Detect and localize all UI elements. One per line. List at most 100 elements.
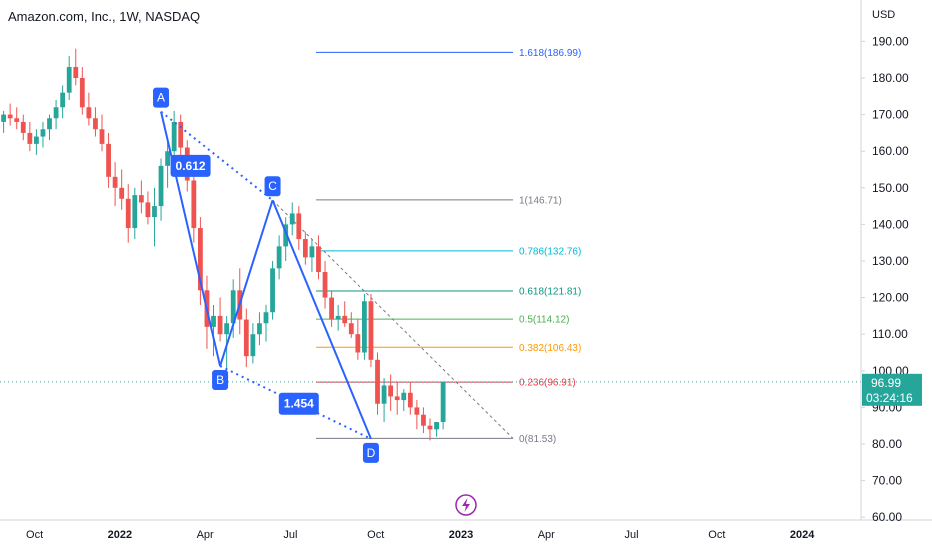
pattern-leg	[160, 111, 222, 367]
candle-body	[60, 92, 66, 108]
pattern-ratio-label: 0.612	[176, 159, 206, 173]
fib-level-label: 0.618(121.81)	[519, 286, 581, 297]
candle-body	[7, 114, 13, 119]
candle-body	[394, 396, 400, 401]
y-tick-label: 60.00	[872, 510, 902, 524]
fib-level-label: 0.786(132.76)	[519, 246, 581, 257]
time-axis[interactable]: Oct 2022 Apr Jul Oct 2023 Apr Jul Oct 2024	[26, 529, 815, 541]
pattern-point-d	[362, 442, 379, 463]
candle-body	[14, 118, 20, 122]
fib-level-label: 0(81.53)	[519, 434, 556, 445]
candle-body	[407, 392, 413, 408]
y-tick-label: 190.00	[872, 34, 909, 48]
y-tick-label: 140.00	[872, 217, 909, 231]
fib-level-label: 1.618(186.99)	[519, 48, 581, 59]
fib-level-label: 0.5(114.12)	[519, 315, 569, 326]
y-tick-label: 80.00	[872, 437, 902, 451]
candle-body	[263, 312, 269, 324]
candle-body	[217, 315, 223, 335]
candle-body	[224, 323, 230, 335]
pattern-point-label: A	[157, 91, 165, 105]
candle-body	[329, 297, 334, 320]
pattern-point-label: D	[367, 446, 376, 460]
candle-body	[119, 187, 125, 199]
x-tick-label: Oct	[367, 529, 384, 541]
x-tick-label: Oct	[708, 529, 725, 541]
y-tick-label: 70.00	[872, 474, 902, 488]
y-tick-label: 150.00	[872, 181, 909, 195]
y-tick-label: 120.00	[872, 291, 909, 305]
fib-level-label: 0.236(96.91)	[519, 378, 576, 389]
candle-body	[368, 301, 374, 360]
candle-body	[99, 129, 105, 144]
candle-body	[125, 198, 131, 229]
candle-body	[381, 385, 387, 404]
candle-body	[440, 381, 446, 423]
y-tick-label: 110.00	[872, 327, 908, 341]
candle-body	[283, 224, 289, 247]
candle-body	[421, 414, 426, 426]
candle-body	[53, 107, 59, 119]
candle-body	[132, 195, 138, 229]
x-tick-label: Jul	[283, 529, 297, 541]
y-tick-label: 130.00	[872, 254, 909, 268]
candle-body	[27, 132, 33, 144]
candle-body	[362, 301, 367, 353]
candle-body	[40, 129, 46, 137]
fib-trend-line	[272, 199, 514, 439]
candle-body	[112, 176, 118, 188]
candle-body	[414, 407, 420, 415]
candle-body	[47, 118, 52, 130]
x-tick-label: 2024	[790, 529, 815, 541]
candle-body	[401, 392, 407, 401]
candle-body	[79, 78, 85, 108]
candle-body	[230, 290, 236, 324]
last-price-value: 96.99	[871, 376, 901, 390]
y-tick-label: 180.00	[872, 71, 909, 85]
bar-countdown: 03:24:16	[866, 391, 913, 405]
candle-body	[106, 143, 111, 177]
candle-body	[93, 118, 98, 130]
candle-body	[316, 246, 321, 272]
pattern-ratio-box	[170, 154, 211, 177]
candle-body	[145, 202, 151, 218]
candle-body	[178, 121, 184, 148]
candle-body	[158, 165, 164, 207]
candle-body	[138, 195, 144, 203]
candle-body	[335, 315, 341, 320]
pattern-connector-bd	[219, 365, 372, 440]
pattern-point-label: B	[216, 373, 224, 387]
candle-body	[34, 136, 39, 144]
candle-body	[388, 385, 394, 397]
y-tick-label: 160.00	[872, 144, 909, 158]
candle-body	[191, 180, 197, 229]
candle-body	[296, 213, 302, 240]
candle-body	[73, 67, 79, 78]
x-tick-label: Jul	[625, 529, 639, 541]
candle-body	[322, 271, 328, 298]
pattern-ratio-label: 1.454	[284, 397, 314, 411]
pattern-point-b	[212, 370, 229, 391]
candle-body	[20, 121, 26, 133]
pattern-point-c	[264, 176, 281, 197]
fib-level-label: 1(146.71)	[519, 195, 562, 206]
price-axis[interactable]: 60.0070.0080.0090.00100.00110.00120.0013…	[861, 34, 909, 524]
candle-body	[198, 228, 203, 291]
fib-retracement: 1.618(186.99) 1(146.71) 0.786(132.76) 0.618…	[0, 48, 861, 445]
lightning-icon[interactable]	[455, 494, 477, 516]
candle-body	[434, 422, 439, 430]
candle-body	[1, 114, 7, 122]
candle-body	[309, 246, 315, 258]
candle-body	[427, 425, 433, 430]
currency-label: USD	[872, 9, 896, 21]
pattern-ratio-box	[278, 392, 319, 415]
pattern-point-label: C	[268, 179, 277, 193]
candle-body	[165, 151, 170, 166]
chart-title: Amazon.com, Inc., 1W, NASDAQ	[8, 9, 201, 24]
candle-body	[289, 213, 295, 225]
candle-body	[250, 334, 256, 357]
x-tick-label: Oct	[26, 529, 43, 541]
x-tick-label: 2023	[449, 529, 473, 541]
